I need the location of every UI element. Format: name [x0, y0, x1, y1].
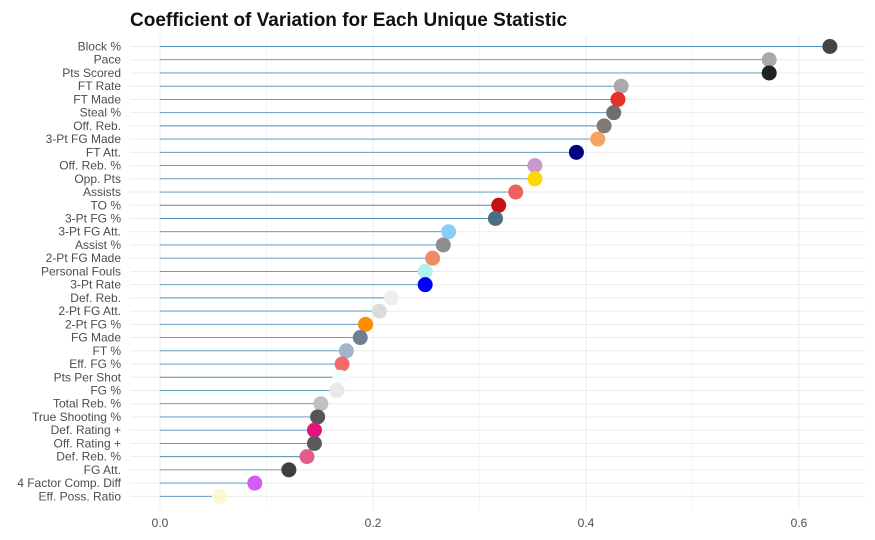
lollipop-point	[371, 303, 387, 319]
category-label: Assists	[83, 185, 121, 199]
lollipop-segments	[160, 46, 830, 497]
grid-layer	[130, 35, 865, 510]
lollipop-point	[596, 118, 612, 134]
lollipop-point	[306, 422, 322, 438]
category-label: Opp. Pts	[74, 172, 121, 186]
category-label: 2-Pt FG %	[65, 317, 121, 331]
category-label: FT Rate	[78, 79, 121, 93]
lollipop-point	[761, 65, 777, 81]
lollipop-point	[310, 409, 326, 425]
category-label: Off. Reb. %	[59, 159, 121, 173]
category-label: 3-Pt FG Att.	[58, 225, 121, 239]
category-label: Off. Rating +	[54, 436, 121, 450]
lollipop-point	[606, 105, 622, 121]
lollipop-point	[338, 343, 354, 359]
category-label: 3-Pt FG Made	[46, 132, 122, 146]
category-label: Block %	[78, 40, 122, 54]
lollipop-point	[247, 475, 263, 491]
lollipop-point	[281, 462, 297, 478]
category-label: 2-Pt FG Att.	[58, 304, 121, 318]
lollipop-points	[212, 39, 838, 504]
lollipop-point	[358, 316, 374, 332]
lollipop-point	[491, 197, 507, 213]
x-tick-label: 0.2	[365, 516, 382, 530]
lollipop-point	[306, 435, 322, 451]
x-tick-label: 0.0	[152, 516, 169, 530]
category-label: Def. Reb. %	[56, 450, 121, 464]
lollipop-point	[435, 237, 451, 253]
category-label: Eff. Poss. Ratio	[39, 489, 122, 503]
category-label: Def. Reb.	[70, 291, 121, 305]
category-label: Total Reb. %	[53, 397, 121, 411]
category-label: 3-Pt FG %	[65, 211, 121, 225]
lollipop-point	[334, 356, 350, 372]
lollipop-point	[761, 52, 777, 68]
category-label: 3-Pt Rate	[70, 278, 121, 292]
x-tick-label: 0.6	[791, 516, 808, 530]
category-label: Pace	[94, 53, 122, 67]
chart-title: Coefficient of Variation for Each Unique…	[130, 10, 567, 31]
category-label: FT Att.	[86, 145, 121, 159]
lollipop-point	[313, 396, 329, 412]
lollipop-point	[613, 78, 629, 94]
category-label: 2-Pt FG Made	[46, 251, 122, 265]
category-label: FT Made	[73, 92, 121, 106]
lollipop-point	[487, 210, 503, 226]
lollipop-point	[590, 131, 606, 147]
category-label: TO %	[91, 198, 122, 212]
lollipop-point	[822, 39, 838, 54]
lollipop-point	[425, 250, 441, 266]
lollipop-point	[417, 263, 433, 279]
category-label: True Shooting %	[32, 410, 121, 424]
category-label: FT %	[93, 344, 122, 358]
lollipop-point	[332, 369, 348, 385]
lollipop-point	[508, 184, 524, 200]
category-label: Off. Reb.	[73, 119, 121, 133]
lollipop-point	[212, 488, 228, 504]
category-label: Steal %	[80, 106, 122, 120]
lollipop-point	[329, 382, 345, 398]
x-tick-label: 0.4	[578, 516, 595, 530]
category-label: 4 Factor Comp. Diff	[17, 476, 121, 490]
category-label: Eff. FG %	[69, 357, 121, 371]
x-axis-tick-labels: 0.0 0.2 0.4 0.6	[152, 516, 808, 530]
lollipop-point	[352, 330, 368, 346]
category-label: FG Made	[71, 331, 121, 345]
lollipop-point	[568, 144, 584, 160]
category-label: FG Att.	[84, 463, 121, 477]
category-label: Assist %	[75, 238, 121, 252]
category-label: Pts Scored	[62, 66, 121, 80]
category-label: Personal Fouls	[41, 264, 121, 278]
lollipop-point	[527, 171, 543, 187]
category-label: Def. Rating +	[51, 423, 121, 437]
lollipop-point	[299, 449, 315, 465]
lollipop-point	[441, 224, 457, 240]
category-label: FG %	[90, 383, 121, 397]
lollipop-point	[527, 158, 543, 174]
lollipop-point	[610, 91, 626, 107]
category-label: Pts Per Shot	[54, 370, 122, 384]
lollipop-point	[383, 290, 399, 306]
lollipop-point	[417, 277, 433, 293]
